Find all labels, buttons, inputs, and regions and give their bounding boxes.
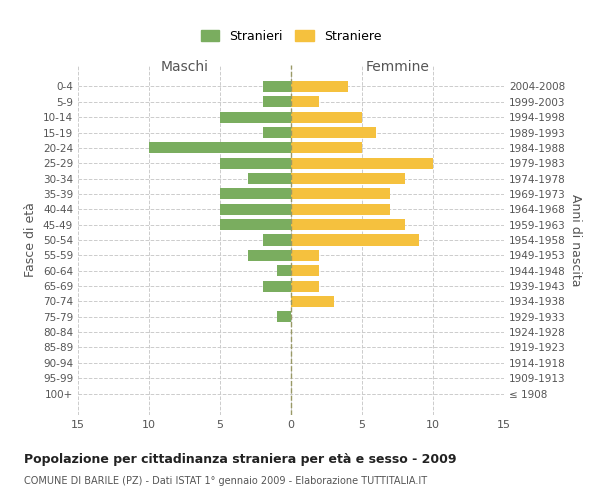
Bar: [263, 81, 291, 92]
Bar: [291, 234, 419, 246]
Bar: [291, 280, 319, 291]
Text: Femmine: Femmine: [365, 60, 430, 74]
Text: Popolazione per cittadinanza straniera per età e sesso - 2009: Popolazione per cittadinanza straniera p…: [24, 452, 457, 466]
Bar: [291, 112, 362, 122]
Bar: [291, 296, 334, 307]
Y-axis label: Anni di nascita: Anni di nascita: [569, 194, 582, 286]
Bar: [291, 158, 433, 168]
Legend: Stranieri, Straniere: Stranieri, Straniere: [197, 26, 385, 46]
Bar: [220, 112, 291, 122]
Bar: [291, 265, 319, 276]
Text: Maschi: Maschi: [161, 60, 209, 74]
Bar: [291, 188, 391, 200]
Bar: [248, 250, 291, 261]
Bar: [263, 127, 291, 138]
Bar: [291, 219, 404, 230]
Bar: [220, 204, 291, 215]
Bar: [263, 96, 291, 108]
Bar: [277, 312, 291, 322]
Bar: [291, 204, 391, 215]
Bar: [291, 96, 319, 108]
Bar: [220, 158, 291, 168]
Bar: [277, 265, 291, 276]
Bar: [291, 81, 348, 92]
Text: COMUNE DI BARILE (PZ) - Dati ISTAT 1° gennaio 2009 - Elaborazione TUTTITALIA.IT: COMUNE DI BARILE (PZ) - Dati ISTAT 1° ge…: [24, 476, 427, 486]
Bar: [291, 127, 376, 138]
Bar: [263, 280, 291, 291]
Bar: [220, 219, 291, 230]
Y-axis label: Fasce di età: Fasce di età: [25, 202, 37, 278]
Bar: [291, 142, 362, 154]
Bar: [263, 234, 291, 246]
Bar: [220, 188, 291, 200]
Bar: [149, 142, 291, 154]
Bar: [291, 250, 319, 261]
Bar: [291, 173, 404, 184]
Bar: [248, 173, 291, 184]
